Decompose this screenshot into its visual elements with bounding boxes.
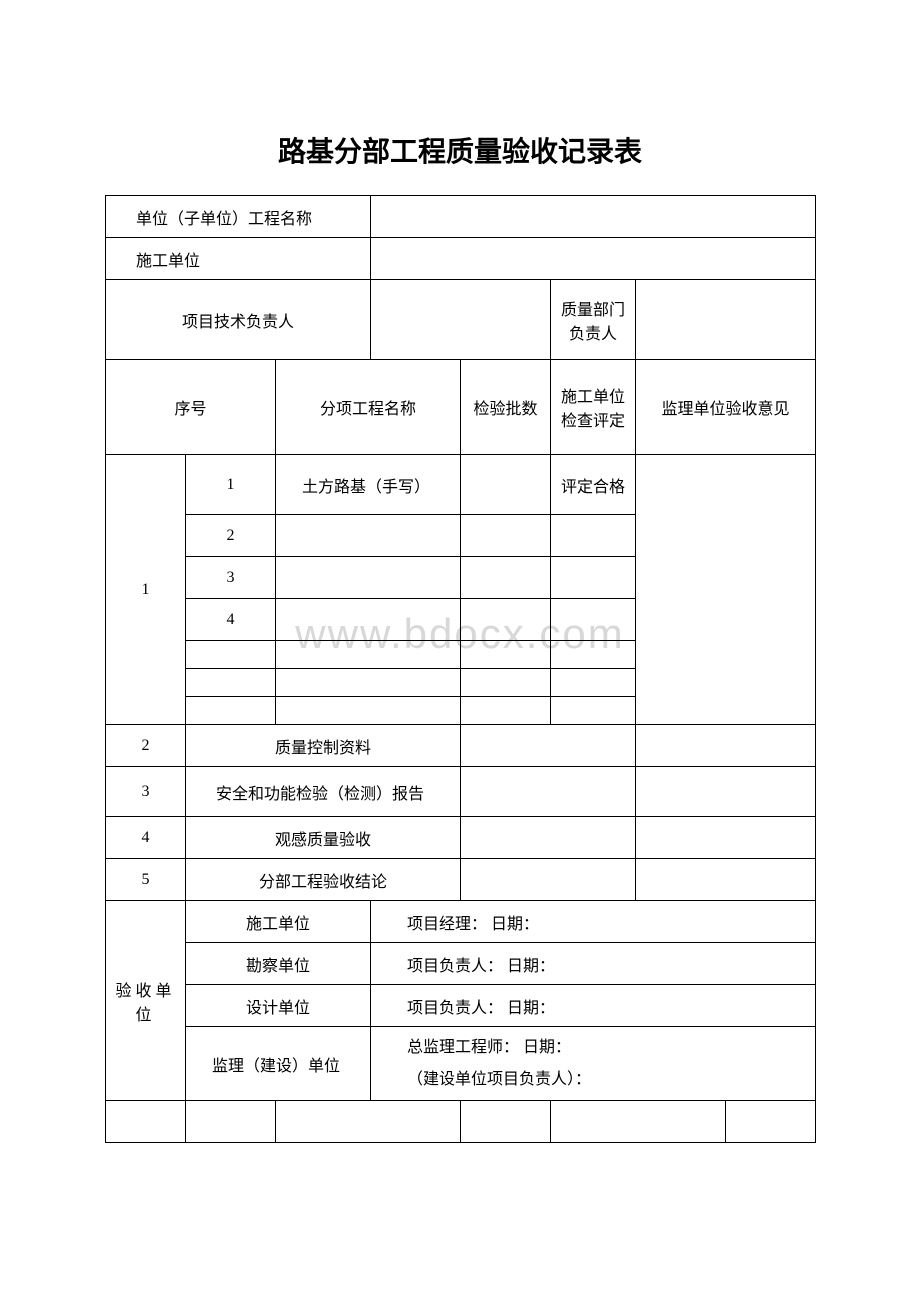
section1-batch4 [461, 599, 551, 641]
section1-blank2a [186, 669, 276, 697]
acceptance-unit1: 勘察单位 [186, 943, 371, 985]
label-tech-leader: 项目技术负责人 [106, 280, 371, 360]
section1-blank1b [276, 641, 461, 669]
acceptance-label: 验收单位 [106, 901, 186, 1101]
bottom-c4 [461, 1101, 551, 1143]
section1-num: 1 [106, 455, 186, 725]
acceptance-right0: 项目经理： 日期： [371, 901, 816, 943]
bottom-c3 [276, 1101, 461, 1143]
row2-val [461, 725, 636, 767]
section1-blank1a [186, 641, 276, 669]
row4-num: 4 [106, 817, 186, 859]
section1-batch3 [461, 557, 551, 599]
row2-label: 质量控制资料 [186, 725, 461, 767]
col-eval: 施工单位检查评定 [551, 360, 636, 455]
section1-batch2 [461, 515, 551, 557]
section1-sub4: 4 [186, 599, 276, 641]
row5-opinion [636, 859, 816, 901]
label-quality-leader: 质量部门负责人 [551, 280, 636, 360]
value-quality-leader [636, 280, 816, 360]
value-tech-leader [371, 280, 551, 360]
bottom-c2 [186, 1101, 276, 1143]
acceptance-right2: 项目负责人： 日期： [371, 985, 816, 1027]
section1-blank3b [276, 697, 461, 725]
col-seq: 序号 [106, 360, 276, 455]
acceptance-unit0: 施工单位 [186, 901, 371, 943]
bottom-c1 [106, 1101, 186, 1143]
value-construction-unit [371, 238, 816, 280]
section1-blank2c [461, 669, 551, 697]
section1-blank3c [461, 697, 551, 725]
row5-val [461, 859, 636, 901]
acceptance-unit3: 监理（建设）单位 [186, 1027, 371, 1101]
section1-name2 [276, 515, 461, 557]
section1-blank2d [551, 669, 636, 697]
section1-eval2 [551, 515, 636, 557]
label-unit-project: 单位（子单位）工程名称 [106, 196, 371, 238]
section1-blank3d [551, 697, 636, 725]
value-unit-project [371, 196, 816, 238]
row2-num: 2 [106, 725, 186, 767]
inspection-record-table: 单位（子单位）工程名称 施工单位 项目技术负责人 质量部门负责人 序号 分项工程… [105, 195, 816, 1143]
row4-val [461, 817, 636, 859]
label-construction-unit: 施工单位 [106, 238, 371, 280]
row5-label: 分部工程验收结论 [186, 859, 461, 901]
bottom-c5 [551, 1101, 726, 1143]
section1-name1: 土方路基（手写） [276, 455, 461, 515]
row5-num: 5 [106, 859, 186, 901]
section1-blank1c [461, 641, 551, 669]
row2-opinion [636, 725, 816, 767]
col-batch: 检验批数 [461, 360, 551, 455]
bottom-c6 [726, 1101, 816, 1143]
section1-sub2: 2 [186, 515, 276, 557]
section1-blank2b [276, 669, 461, 697]
section1-name3 [276, 557, 461, 599]
row3-val [461, 767, 636, 817]
section1-eval3 [551, 557, 636, 599]
section1-eval4 [551, 599, 636, 641]
acceptance-unit2: 设计单位 [186, 985, 371, 1027]
row3-opinion [636, 767, 816, 817]
row4-label: 观感质量验收 [186, 817, 461, 859]
section1-blank1d [551, 641, 636, 669]
section1-batch1 [461, 455, 551, 515]
section1-eval1: 评定合格 [551, 455, 636, 515]
row3-label: 安全和功能检验（检测）报告 [186, 767, 461, 817]
section1-sub1: 1 [186, 455, 276, 515]
acceptance-right3: 总监理工程师： 日期： （建设单位项目负责人）： [371, 1027, 816, 1101]
row4-opinion [636, 817, 816, 859]
row3-num: 3 [106, 767, 186, 817]
section1-name4 [276, 599, 461, 641]
page-title: 路基分部工程质量验收记录表 [105, 130, 815, 170]
section1-opinion [636, 455, 816, 725]
acceptance-right1: 项目负责人： 日期： [371, 943, 816, 985]
section1-blank3a [186, 697, 276, 725]
section1-sub3: 3 [186, 557, 276, 599]
col-subitem: 分项工程名称 [276, 360, 461, 455]
col-opinion: 监理单位验收意见 [636, 360, 816, 455]
